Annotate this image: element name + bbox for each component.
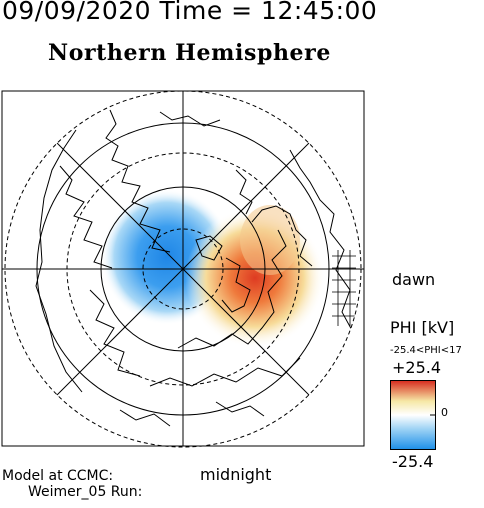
legend-max-label: +25.4 [392,358,442,377]
grid-lines-east [332,250,356,326]
legend-min-label: -25.4 [392,452,434,471]
dawn-label: dawn [392,270,436,289]
polar-map-panel [1,90,365,448]
colorbar-gradient [390,380,436,450]
colorbar [390,380,436,450]
timestamp-title: 09/09/2020 Time = 12:45:00 [2,0,378,25]
hemisphere-title: Northern Hemisphere [48,40,331,66]
meridian-diag-2 [56,142,310,396]
model-credit-line2: Weimer_05 Run: [28,484,143,500]
legend-zero-label: 0 [441,406,448,419]
legend-range: -25.4<PHI<17 [390,345,462,356]
legend-title: PHI [kV] [390,318,455,337]
model-credit-line1: Model at CCMC: [2,468,114,484]
midnight-label: midnight [200,465,272,484]
